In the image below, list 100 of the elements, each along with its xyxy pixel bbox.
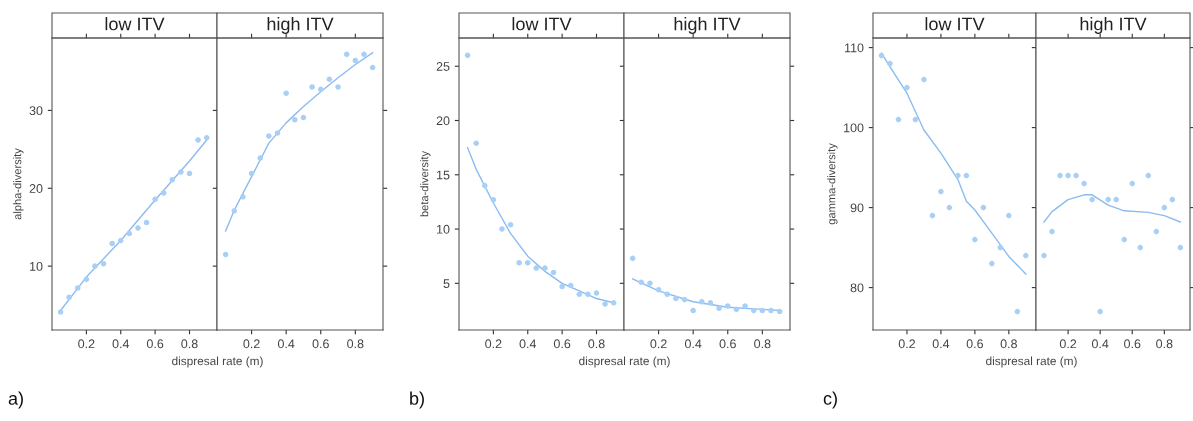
x-tick-label: 0.4 bbox=[1091, 339, 1109, 349]
point bbox=[1065, 172, 1071, 179]
point bbox=[1097, 308, 1103, 315]
x-tick-label: 0.8 bbox=[181, 339, 198, 349]
point bbox=[1145, 172, 1152, 179]
point bbox=[989, 260, 995, 267]
x-tick-label: 0.8 bbox=[754, 339, 771, 349]
point bbox=[266, 133, 272, 139]
point bbox=[152, 196, 158, 202]
point bbox=[178, 169, 184, 175]
point bbox=[1041, 252, 1047, 259]
x-tick-label: 0.6 bbox=[966, 339, 984, 349]
text: a) bbox=[8, 391, 23, 409]
point bbox=[274, 130, 281, 136]
point bbox=[482, 182, 488, 189]
point bbox=[707, 300, 714, 306]
x-tick-label: 0.2 bbox=[485, 339, 502, 349]
point bbox=[724, 303, 731, 309]
point bbox=[1161, 204, 1168, 211]
point bbox=[490, 196, 497, 203]
point bbox=[248, 170, 255, 177]
point bbox=[567, 282, 574, 289]
x-tick-label: 0.2 bbox=[1059, 339, 1077, 349]
point bbox=[499, 226, 505, 232]
point bbox=[169, 176, 176, 183]
point bbox=[1014, 308, 1021, 315]
point bbox=[699, 299, 705, 305]
point bbox=[309, 84, 315, 90]
point bbox=[326, 76, 333, 83]
x-axis-title: dispresal rate (m) bbox=[172, 356, 263, 368]
text: b) bbox=[410, 391, 424, 409]
point bbox=[733, 306, 740, 313]
point bbox=[1121, 236, 1128, 243]
point bbox=[593, 290, 600, 296]
point bbox=[92, 263, 98, 269]
point bbox=[231, 208, 238, 214]
line-series bbox=[880, 52, 1027, 275]
point bbox=[257, 155, 264, 161]
point bbox=[195, 137, 201, 143]
chart-title: high ITV bbox=[267, 17, 334, 34]
point bbox=[938, 188, 944, 195]
point bbox=[681, 296, 688, 303]
point bbox=[912, 116, 919, 123]
point bbox=[57, 309, 64, 315]
x-tick-label: 0.4 bbox=[519, 339, 537, 349]
x-tick-label: 0.4 bbox=[112, 339, 130, 349]
point bbox=[878, 52, 885, 59]
point bbox=[75, 285, 81, 291]
point bbox=[1169, 196, 1176, 203]
point bbox=[516, 259, 522, 266]
point bbox=[222, 251, 229, 258]
point bbox=[203, 134, 210, 141]
point bbox=[955, 172, 961, 179]
point bbox=[946, 204, 953, 211]
point bbox=[1081, 180, 1087, 187]
x-tick-label: 0.6 bbox=[719, 339, 736, 349]
point bbox=[980, 204, 987, 211]
x-tick-label: 0.6 bbox=[312, 339, 329, 349]
y-tick-label: 100 bbox=[844, 123, 864, 133]
point bbox=[768, 307, 774, 314]
x-tick-label: 0.6 bbox=[553, 339, 571, 349]
point bbox=[690, 307, 696, 314]
point bbox=[126, 230, 133, 237]
point bbox=[1137, 244, 1144, 251]
point bbox=[1073, 172, 1079, 179]
x-tick-label: 0.2 bbox=[243, 339, 260, 349]
point bbox=[895, 116, 902, 123]
x-tick-label: 0.8 bbox=[1000, 339, 1017, 349]
x-axis-title: dispresal rate (m) bbox=[986, 356, 1077, 368]
point bbox=[1006, 212, 1012, 219]
point bbox=[963, 172, 970, 179]
point bbox=[83, 276, 90, 283]
y-tick-label: 25 bbox=[436, 62, 450, 71]
point bbox=[742, 303, 748, 309]
point bbox=[524, 259, 531, 266]
point bbox=[776, 308, 783, 315]
point bbox=[629, 255, 636, 262]
point bbox=[759, 307, 766, 314]
point bbox=[638, 279, 645, 286]
point bbox=[921, 76, 927, 83]
point bbox=[673, 295, 679, 302]
x-tick-label: 0.4 bbox=[277, 339, 295, 349]
point bbox=[507, 221, 514, 228]
point bbox=[602, 301, 608, 307]
point bbox=[655, 287, 662, 293]
point bbox=[1049, 228, 1055, 235]
x-tick-label: 0.6 bbox=[146, 339, 164, 349]
point bbox=[343, 51, 350, 58]
point bbox=[1129, 180, 1136, 187]
point bbox=[576, 291, 583, 297]
point bbox=[1023, 252, 1029, 259]
point bbox=[972, 236, 978, 243]
point bbox=[66, 294, 72, 301]
point bbox=[369, 64, 376, 71]
point bbox=[1113, 196, 1119, 203]
y-tick-label: 20 bbox=[436, 116, 450, 126]
x-tick-label: 0.8 bbox=[347, 339, 364, 349]
chart-title: low ITV bbox=[925, 17, 985, 31]
x-tick-label: 0.2 bbox=[650, 339, 667, 349]
x-axis-title: dispresal rate (m) bbox=[579, 356, 670, 368]
